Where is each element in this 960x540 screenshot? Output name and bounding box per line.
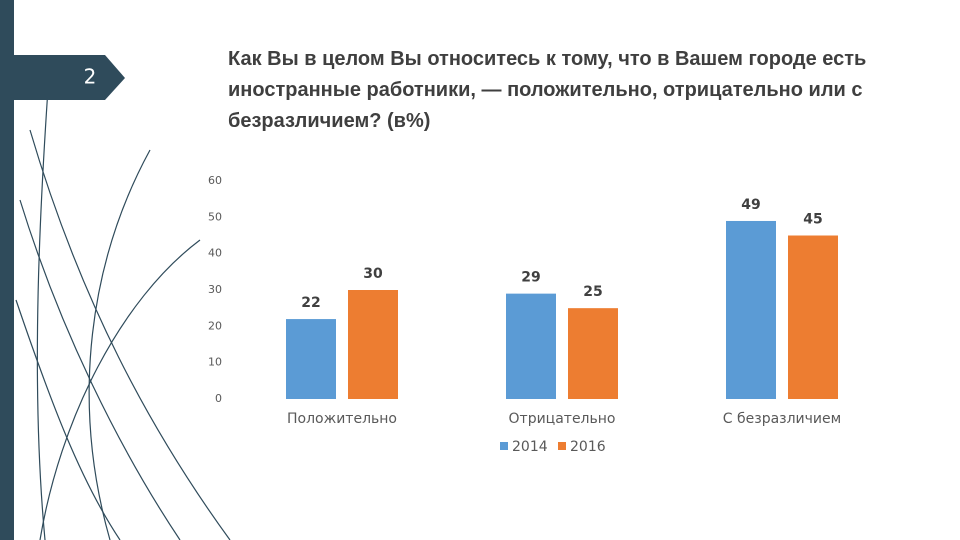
value-label: 30: [363, 266, 383, 282]
y-tick-label: 40: [208, 247, 222, 260]
value-label: 29: [521, 270, 540, 286]
y-tick-label: 0: [215, 392, 222, 405]
bar: [788, 235, 838, 399]
decor-lines: [15, 59, 231, 540]
x-tick-label: Положительно: [287, 411, 397, 427]
value-label: 22: [301, 295, 320, 311]
legend-swatch: [558, 442, 566, 450]
y-tick-label: 10: [208, 356, 222, 369]
value-label: 25: [583, 284, 602, 300]
value-label: 49: [741, 197, 760, 213]
legend-label: 2016: [570, 439, 606, 455]
y-tick-label: 30: [208, 283, 222, 296]
y-tick-label: 60: [208, 174, 222, 187]
bar: [726, 220, 776, 399]
bar: [286, 319, 336, 399]
bar: [568, 308, 618, 399]
bar: [506, 293, 556, 399]
y-tick-label: 20: [208, 319, 222, 332]
y-tick-label: 50: [208, 210, 222, 223]
bar: [348, 290, 398, 399]
legend-swatch: [500, 442, 508, 450]
slide-number-tab: [14, 55, 125, 100]
side-bar: [0, 0, 14, 540]
x-tick-label: С безразличием: [723, 411, 841, 427]
x-tick-label: Отрицательно: [509, 411, 616, 427]
slide-number: 2: [84, 65, 97, 89]
chart-title: Как Вы в целом Вы относитесь к тому, что…: [228, 48, 867, 132]
value-label: 45: [803, 212, 822, 228]
legend-label: 2014: [512, 439, 548, 455]
